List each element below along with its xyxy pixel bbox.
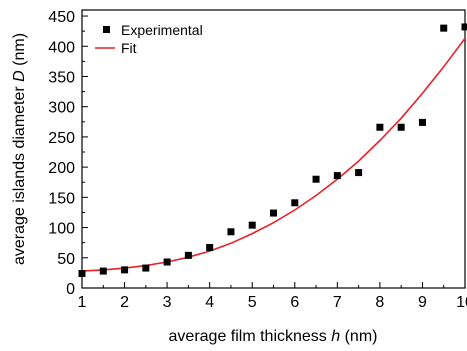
data-point	[418, 118, 426, 126]
y-tick-label: 150	[48, 190, 75, 207]
data-point	[227, 228, 235, 236]
legend-label-experimental: Experimental	[121, 22, 203, 38]
data-point	[333, 172, 341, 180]
plot-frame	[81, 9, 466, 289]
x-tick-label: 6	[290, 294, 299, 311]
legend-marker-experimental	[103, 26, 110, 33]
y-tick-label: 300	[48, 100, 75, 117]
x-tick-label: 10	[456, 294, 467, 311]
x-tick-label: 7	[333, 294, 342, 311]
x-tick-label: 8	[375, 294, 384, 311]
data-point	[163, 258, 171, 266]
x-axis-title-italic: h	[331, 328, 340, 345]
data-point	[142, 264, 150, 272]
x-tick-label: 9	[418, 294, 427, 311]
x-tick-label: 4	[205, 294, 214, 311]
data-point	[206, 244, 214, 252]
y-tick-label: 100	[48, 221, 75, 238]
data-point	[78, 269, 86, 277]
data-point	[184, 251, 192, 259]
x-tick-label: 2	[120, 294, 129, 311]
y-tick-label: 400	[48, 39, 75, 56]
y-tick-label: 450	[48, 9, 75, 26]
x-tick-label: 1	[78, 294, 87, 311]
data-point	[376, 123, 384, 131]
y-tick-label: 250	[48, 130, 75, 147]
plot-layer: 12345678910050100150200250300350400450	[48, 9, 467, 311]
y-axis-title-unit: (nm)	[11, 33, 28, 70]
y-tick-label: 200	[48, 160, 75, 177]
data-point	[397, 123, 405, 131]
x-tick-label: 5	[248, 294, 257, 311]
y-axis-title: average islands diameter D (nm)	[11, 33, 28, 265]
x-axis-title-main: average film thickness	[169, 328, 332, 345]
legend-label-fit: Fit	[121, 40, 137, 56]
y-tick-label: 50	[57, 251, 75, 268]
data-point	[461, 23, 467, 31]
data-point	[121, 266, 129, 274]
x-tick-label: 3	[163, 294, 172, 311]
data-point	[248, 221, 256, 229]
y-axis-title-main: average islands diameter	[11, 82, 28, 265]
data-point	[270, 209, 277, 217]
legend: Experimental Fit	[95, 22, 203, 56]
y-tick-label: 0	[66, 281, 75, 298]
y-axis-title-italic: D	[11, 70, 28, 82]
x-axis-title-unit: (nm)	[340, 328, 377, 345]
data-point	[355, 169, 363, 177]
fit-line	[81, 37, 466, 272]
data-point	[440, 24, 448, 32]
data-point	[291, 199, 299, 207]
data-point	[99, 267, 107, 275]
x-axis-title: average film thickness h (nm)	[169, 328, 378, 345]
y-tick-label: 350	[48, 69, 75, 86]
data-point	[312, 175, 320, 183]
